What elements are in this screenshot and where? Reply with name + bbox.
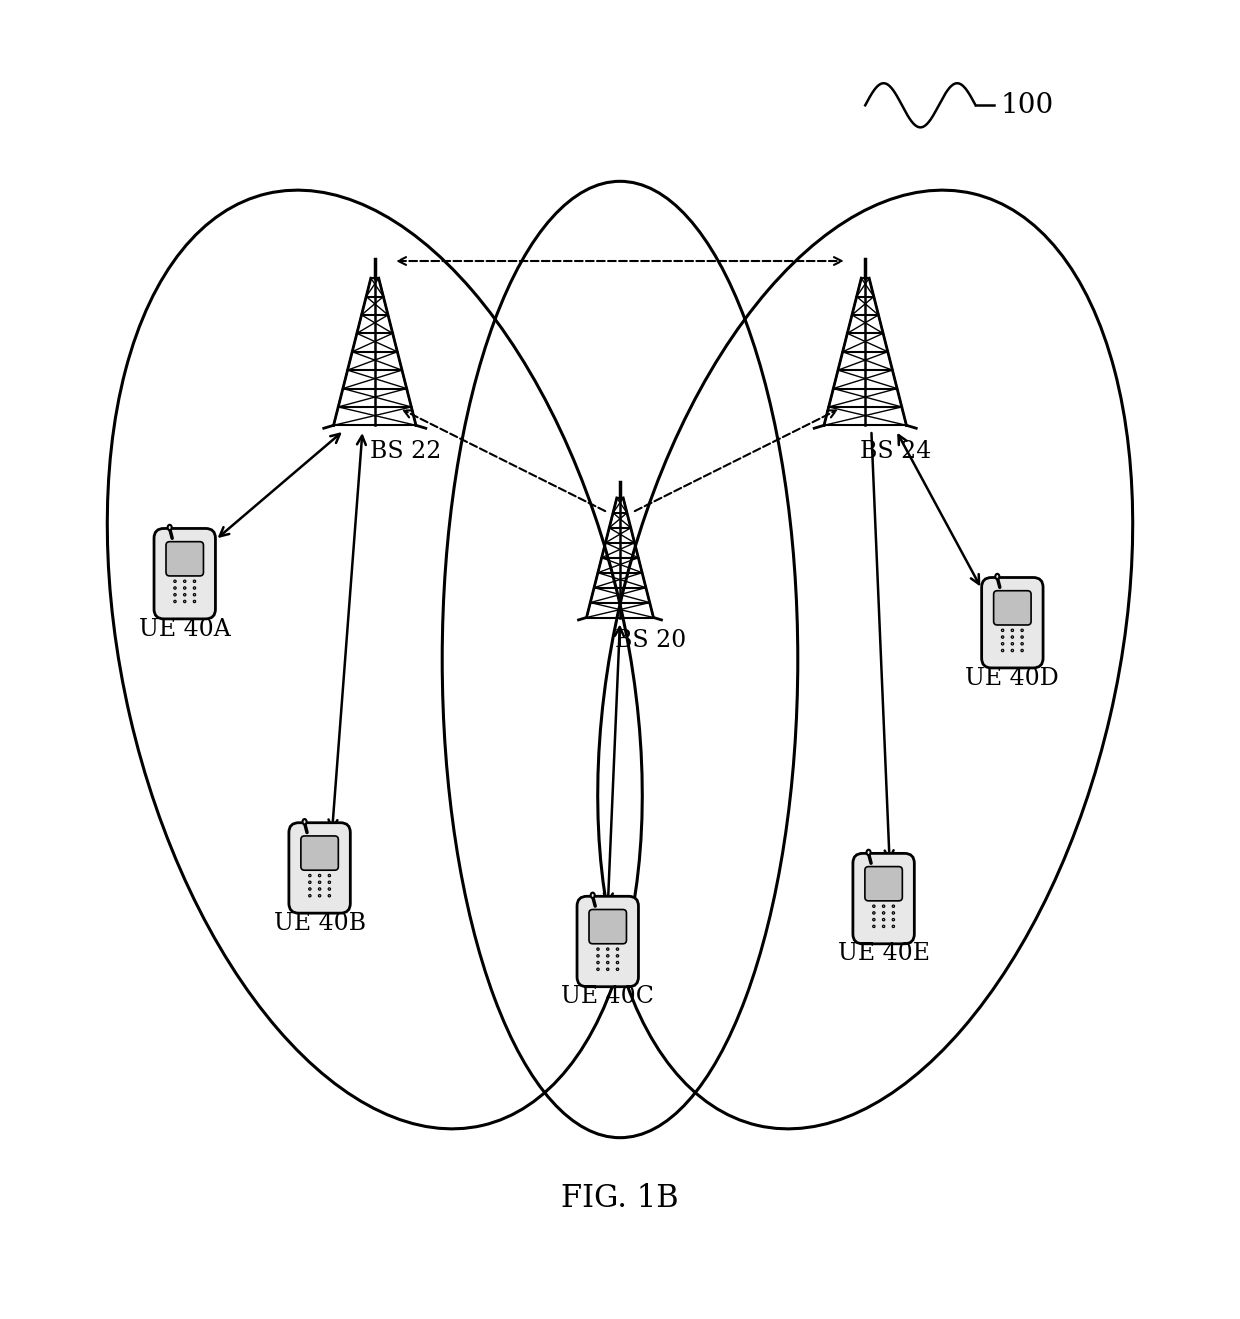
Circle shape <box>883 911 885 914</box>
Circle shape <box>1021 649 1023 652</box>
Circle shape <box>892 925 894 927</box>
Circle shape <box>309 888 311 890</box>
FancyBboxPatch shape <box>864 867 903 901</box>
Circle shape <box>1021 636 1023 638</box>
Text: FIG. 1B: FIG. 1B <box>562 1183 678 1215</box>
Circle shape <box>329 888 331 890</box>
FancyBboxPatch shape <box>289 823 351 913</box>
Circle shape <box>193 600 196 603</box>
Text: UE 40D: UE 40D <box>966 666 1059 690</box>
FancyBboxPatch shape <box>853 853 914 944</box>
Circle shape <box>1011 649 1013 652</box>
Circle shape <box>892 911 894 914</box>
Circle shape <box>596 948 599 950</box>
Circle shape <box>1011 642 1013 645</box>
Circle shape <box>319 874 321 877</box>
Text: UE 40B: UE 40B <box>274 911 366 935</box>
Circle shape <box>174 580 176 583</box>
Circle shape <box>309 881 311 884</box>
Circle shape <box>329 894 331 897</box>
Circle shape <box>184 594 186 596</box>
FancyBboxPatch shape <box>589 910 626 944</box>
Circle shape <box>1002 642 1004 645</box>
Circle shape <box>606 962 609 964</box>
Ellipse shape <box>590 893 595 898</box>
Circle shape <box>193 594 196 596</box>
Ellipse shape <box>303 819 306 824</box>
FancyBboxPatch shape <box>166 542 203 576</box>
Circle shape <box>596 962 599 964</box>
Circle shape <box>606 955 609 958</box>
Circle shape <box>184 600 186 603</box>
Circle shape <box>873 911 875 914</box>
Circle shape <box>174 600 176 603</box>
Circle shape <box>184 587 186 590</box>
Circle shape <box>309 894 311 897</box>
Circle shape <box>1002 649 1004 652</box>
Circle shape <box>606 968 609 971</box>
Circle shape <box>616 968 619 971</box>
FancyBboxPatch shape <box>577 897 639 987</box>
FancyBboxPatch shape <box>993 591 1032 625</box>
Text: BS 20: BS 20 <box>615 629 686 653</box>
Text: UE 40C: UE 40C <box>562 985 655 1008</box>
Circle shape <box>174 594 176 596</box>
Circle shape <box>892 905 894 907</box>
Circle shape <box>309 874 311 877</box>
Circle shape <box>329 874 331 877</box>
Circle shape <box>1002 629 1004 632</box>
Circle shape <box>1011 636 1013 638</box>
Circle shape <box>873 918 875 921</box>
Text: BS 22: BS 22 <box>370 441 441 463</box>
Circle shape <box>606 948 609 950</box>
Circle shape <box>184 580 186 583</box>
Circle shape <box>319 888 321 890</box>
Text: 100: 100 <box>1001 92 1053 119</box>
FancyBboxPatch shape <box>301 836 339 871</box>
Circle shape <box>193 580 196 583</box>
Circle shape <box>616 962 619 964</box>
Circle shape <box>1021 642 1023 645</box>
Circle shape <box>616 948 619 950</box>
Circle shape <box>883 905 885 907</box>
Ellipse shape <box>167 525 171 530</box>
Text: BS 24: BS 24 <box>861 441 931 463</box>
Circle shape <box>193 587 196 590</box>
Text: UE 40A: UE 40A <box>139 617 231 641</box>
Ellipse shape <box>996 574 999 579</box>
Circle shape <box>174 587 176 590</box>
Circle shape <box>329 881 331 884</box>
Circle shape <box>883 925 885 927</box>
Circle shape <box>319 881 321 884</box>
FancyBboxPatch shape <box>154 529 216 619</box>
Circle shape <box>596 955 599 958</box>
Circle shape <box>1021 629 1023 632</box>
Circle shape <box>883 918 885 921</box>
Circle shape <box>1002 636 1004 638</box>
Circle shape <box>873 925 875 927</box>
Circle shape <box>892 918 894 921</box>
FancyBboxPatch shape <box>982 578 1043 667</box>
Text: UE 40E: UE 40E <box>837 942 930 966</box>
Circle shape <box>873 905 875 907</box>
Ellipse shape <box>867 849 870 855</box>
Circle shape <box>616 955 619 958</box>
Circle shape <box>319 894 321 897</box>
Circle shape <box>1011 629 1013 632</box>
Circle shape <box>596 968 599 971</box>
